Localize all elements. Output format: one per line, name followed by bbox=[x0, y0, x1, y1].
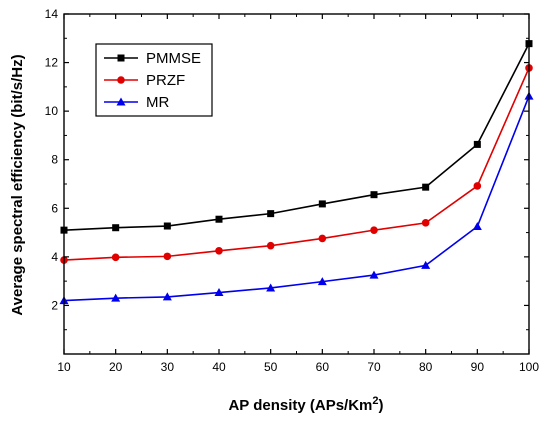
legend-label-przf: PRZF bbox=[146, 72, 185, 89]
x-tick-label-60: 60 bbox=[316, 360, 330, 374]
data-point-pmmse-70 bbox=[370, 191, 378, 199]
data-point-pmmse-20 bbox=[112, 224, 120, 232]
data-point-mr-70 bbox=[369, 270, 379, 279]
series-line-pmmse bbox=[63, 43, 530, 231]
data-point-przf-20 bbox=[111, 253, 120, 262]
legend-marker-mr bbox=[116, 97, 126, 106]
data-point-pmmse-60 bbox=[318, 200, 326, 208]
y-tick-label-6: 6 bbox=[51, 201, 58, 215]
x-tick-label-90: 90 bbox=[471, 360, 485, 374]
y-tick-label-14: 14 bbox=[45, 7, 59, 21]
series-line-przf bbox=[63, 67, 530, 261]
x-tick-label-100: 100 bbox=[519, 360, 539, 374]
axes: 10 20 30 40 50 60 70 80 90 100 2 4 6 8 10 12 14 bbox=[45, 7, 540, 374]
x-tick-label-40: 40 bbox=[212, 360, 226, 374]
data-point-mr-30 bbox=[162, 292, 172, 301]
x-tick-label-20: 20 bbox=[109, 360, 123, 374]
series-line-mr bbox=[63, 95, 530, 302]
plot-area bbox=[59, 40, 534, 305]
y-tick-label-4: 4 bbox=[51, 250, 58, 264]
y-axis-title: Average spectral efficiency (bit/s/Hz) bbox=[9, 54, 26, 315]
y-tick-label-10: 10 bbox=[45, 104, 59, 118]
x-tick-label-70: 70 bbox=[367, 360, 381, 374]
data-point-przf-90 bbox=[473, 182, 482, 190]
legend: PMMSE PRZF MR bbox=[95, 43, 213, 117]
data-point-przf-40 bbox=[215, 246, 223, 255]
legend-marker-pmmse bbox=[117, 54, 125, 62]
data-point-mr-80 bbox=[421, 260, 431, 269]
data-point-pmmse-30 bbox=[163, 222, 171, 230]
data-point-pmmse-40 bbox=[215, 215, 223, 223]
data-point-przf-30 bbox=[163, 252, 172, 261]
data-point-mr-50 bbox=[266, 283, 276, 292]
x-tick-label-10: 10 bbox=[57, 360, 71, 374]
data-point-pmmse-50 bbox=[267, 210, 275, 218]
data-point-pmmse-90 bbox=[473, 140, 481, 148]
data-point-przf-70 bbox=[370, 226, 378, 234]
data-point-przf-80 bbox=[421, 219, 430, 227]
data-point-mr-20 bbox=[111, 293, 121, 302]
legend-label-mr: MR bbox=[146, 94, 169, 111]
data-point-przf-50 bbox=[266, 241, 275, 250]
x-tick-label-30: 30 bbox=[161, 360, 175, 374]
y-tick-label-8: 8 bbox=[51, 153, 58, 167]
x-tick-label-80: 80 bbox=[419, 360, 433, 374]
data-point-mr-90 bbox=[472, 222, 482, 230]
data-point-pmmse-80 bbox=[422, 183, 430, 191]
data-point-przf-60 bbox=[318, 234, 327, 243]
legend-marker-przf bbox=[117, 76, 125, 84]
legend-label-pmmse: PMMSE bbox=[146, 50, 201, 67]
data-point-mr-60 bbox=[317, 277, 327, 286]
y-tick-label-2: 2 bbox=[51, 298, 58, 312]
data-point-mr-40 bbox=[214, 288, 224, 297]
x-tick-label-50: 50 bbox=[264, 360, 278, 374]
y-tick-label-12: 12 bbox=[45, 56, 59, 70]
x-axis-title: AP density (APs/Km2) bbox=[228, 395, 383, 414]
